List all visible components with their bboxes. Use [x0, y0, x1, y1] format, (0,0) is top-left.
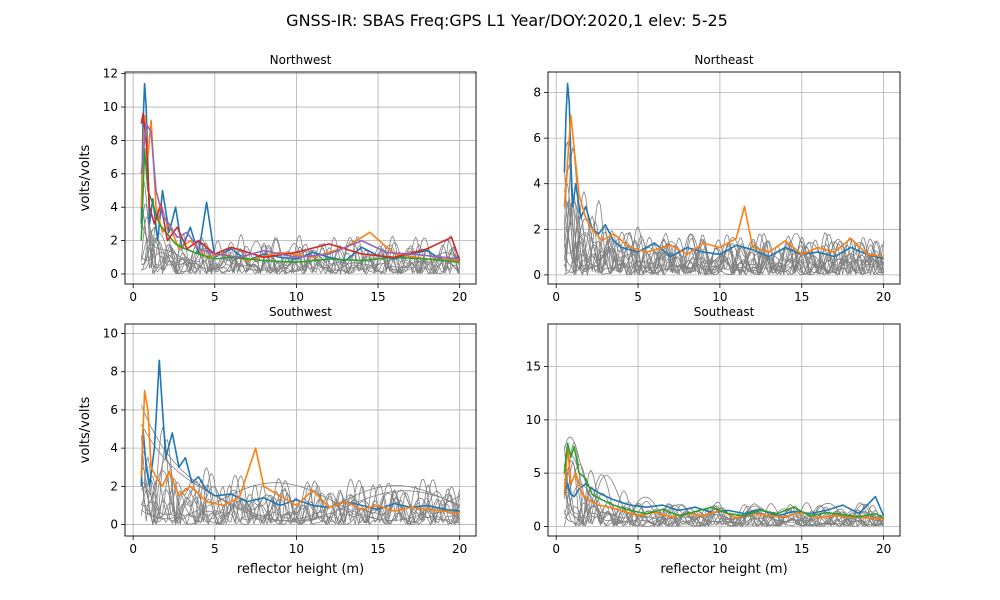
gray-trace: [564, 204, 884, 276]
series-line-2: [140, 390, 460, 514]
subplot-northwest: 0 5 10 15 20 0 2 4 6 8 10 12 Northwest volts/volts: [78, 53, 477, 304]
x-tick-label: 20: [876, 542, 891, 556]
y-tick-label: 8: [533, 86, 541, 100]
y-tick-label: 4: [110, 441, 118, 455]
subplot-title: Southwest: [269, 305, 332, 319]
y-tick-label: 10: [103, 327, 118, 341]
x-tick-label: 15: [794, 290, 809, 304]
axes-frame: [124, 323, 477, 537]
y-tick-label: 12: [103, 67, 118, 81]
axes-frame: [547, 323, 901, 537]
subplot-title: Northwest: [270, 53, 332, 67]
series-line-1: [563, 82, 884, 260]
y-tick-label: 2: [110, 479, 118, 493]
gray-trace: [140, 476, 461, 526]
x-tick-label: 5: [634, 542, 642, 556]
x-tick-label: 0: [129, 290, 137, 304]
x-axis-label: reflector height (m): [660, 562, 787, 577]
x-tick-label: 15: [370, 290, 385, 304]
gray-trace: [140, 233, 460, 274]
x-tick-label: 5: [211, 290, 219, 304]
x-tick-label: 15: [370, 542, 385, 556]
y-tick-label: 4: [533, 177, 541, 191]
figure-suptitle: GNSS-IR: SBAS Freq:GPS L1 Year/DOY:2020,…: [286, 11, 728, 30]
x-tick-label: 10: [289, 542, 304, 556]
x-tick-label: 15: [794, 542, 809, 556]
subplot-northeast: 0 5 10 15 20 0 2 4 6 8 Northeast: [533, 53, 901, 304]
subplot-title: Southeast: [694, 305, 755, 319]
gray-trace: [140, 220, 460, 275]
y-tick-label: 2: [533, 222, 541, 236]
x-tick-label: 20: [876, 290, 891, 304]
plot-area: [140, 82, 461, 276]
gray-trace: [564, 147, 884, 275]
y-axis-label: volts/volts: [78, 144, 93, 211]
y-tick-label: 10: [103, 100, 118, 114]
y-tick-label: 8: [110, 133, 118, 147]
gray-trace: [141, 230, 460, 276]
x-tick-label: 20: [452, 542, 467, 556]
y-tick-label: 8: [110, 365, 118, 379]
x-tick-label: 0: [129, 542, 137, 556]
x-axis-label: reflector height (m): [237, 562, 364, 577]
series-line-3: [140, 148, 460, 264]
series-line-4: [140, 112, 461, 261]
axes-frame: [124, 71, 477, 285]
y-tick-label: 0: [110, 267, 118, 281]
x-tick-label: 5: [211, 542, 219, 556]
gray-trace: [564, 463, 884, 528]
y-tick-label: 4: [110, 200, 118, 214]
plot-area: [140, 359, 461, 526]
gray-trace: [564, 502, 884, 528]
y-tick-label: 0: [533, 519, 541, 533]
series-line-2: [563, 114, 884, 258]
x-tick-label: 10: [712, 290, 727, 304]
subplot-southwest: 0 5 10 15 20 0 2 4 6 8 10 Southwest reflector height…: [78, 305, 477, 577]
y-tick-label: 6: [110, 167, 118, 181]
y-tick-label: 0: [110, 518, 118, 532]
subplot-title: Northeast: [694, 53, 754, 67]
x-tick-label: 0: [552, 290, 560, 304]
y-axis-label: volts/volts: [78, 396, 93, 463]
gray-trace: [564, 460, 884, 528]
x-tick-label: 10: [289, 290, 304, 304]
axes-frame: [547, 71, 901, 285]
series-line-5: [140, 122, 460, 260]
x-tick-label: 10: [712, 542, 727, 556]
subplot-southeast: 0 5 10 15 20 0 5 10 15 Southeast reflector height …: [526, 305, 901, 577]
x-tick-label: 0: [552, 542, 560, 556]
y-tick-label: 0: [533, 268, 541, 282]
plot-area: [563, 82, 884, 277]
y-tick-label: 2: [110, 234, 118, 248]
x-tick-label: 5: [634, 290, 642, 304]
y-tick-label: 5: [533, 466, 541, 480]
y-tick-label: 15: [526, 360, 541, 374]
y-tick-label: 10: [526, 413, 541, 427]
y-tick-label: 6: [110, 403, 118, 417]
series-line-3: [563, 442, 884, 519]
x-tick-label: 20: [452, 290, 467, 304]
y-tick-label: 6: [533, 131, 541, 145]
plot-area: [563, 436, 885, 528]
series-line-1: [140, 359, 460, 512]
